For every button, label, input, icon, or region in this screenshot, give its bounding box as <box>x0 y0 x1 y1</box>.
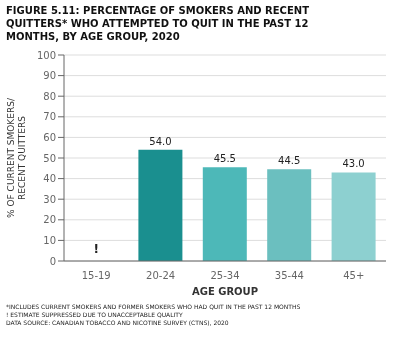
svg-text:10: 10 <box>43 235 56 246</box>
html-text:! ESTIMATE SUPPRESSED DUE TO U: ! ESTIMATE SUPPRESSED DUE TO UNACCEPTABL… <box>6 311 183 318</box>
html-text:*INCLUDES CURRENT SMOKERS AND: *INCLUDES CURRENT SMOKERS AND FORMER SMO… <box>6 303 301 310</box>
svg-text:100: 100 <box>37 50 56 61</box>
svg-text:35-44: 35-44 <box>275 270 304 281</box>
html-text:FIGURE 5.11: PERCENTAGE OF SMO: FIGURE 5.11: PERCENTAGE OF SMOKERS AND R… <box>6 5 309 16</box>
html-text:MONTHS, BY AGE GROUP, 2020: MONTHS, BY AGE GROUP, 2020 <box>6 31 180 42</box>
svg-text:45+: 45+ <box>343 270 364 281</box>
svg-text:50: 50 <box>43 153 56 164</box>
svg-text:80: 80 <box>43 91 56 102</box>
svg-text:90: 90 <box>43 70 56 81</box>
svg-text:44.5: 44.5 <box>278 155 300 166</box>
svg-text:54.0: 54.0 <box>149 136 171 147</box>
svg-text:!: ! <box>93 242 98 256</box>
svg-text:30: 30 <box>43 194 56 205</box>
svg-text:AGE GROUP: AGE GROUP <box>192 286 258 297</box>
svg-text:45.5: 45.5 <box>214 153 236 164</box>
html-text:QUITTERS* WHO ATTEMPTED TO QUI: QUITTERS* WHO ATTEMPTED TO QUIT IN THE P… <box>6 18 309 29</box>
svg-text:% OF CURRENT SMOKERS/RECENT QU: % OF CURRENT SMOKERS/RECENT QUITTERS <box>8 97 27 218</box>
svg-text:20: 20 <box>43 214 56 225</box>
svg-text:15-19: 15-19 <box>82 270 111 281</box>
svg-text:25-34: 25-34 <box>210 270 239 281</box>
svg-text:70: 70 <box>43 111 56 122</box>
svg-text:20-24: 20-24 <box>146 270 175 281</box>
svg-text:43.0: 43.0 <box>342 158 364 169</box>
html-text:DATA SOURCE: CANADIAN TOBACCO: DATA SOURCE: CANADIAN TOBACCO AND NICOTI… <box>6 319 229 326</box>
svg-text:40: 40 <box>43 173 56 184</box>
svg-text:0: 0 <box>50 256 56 267</box>
svg-text:60: 60 <box>43 132 56 143</box>
